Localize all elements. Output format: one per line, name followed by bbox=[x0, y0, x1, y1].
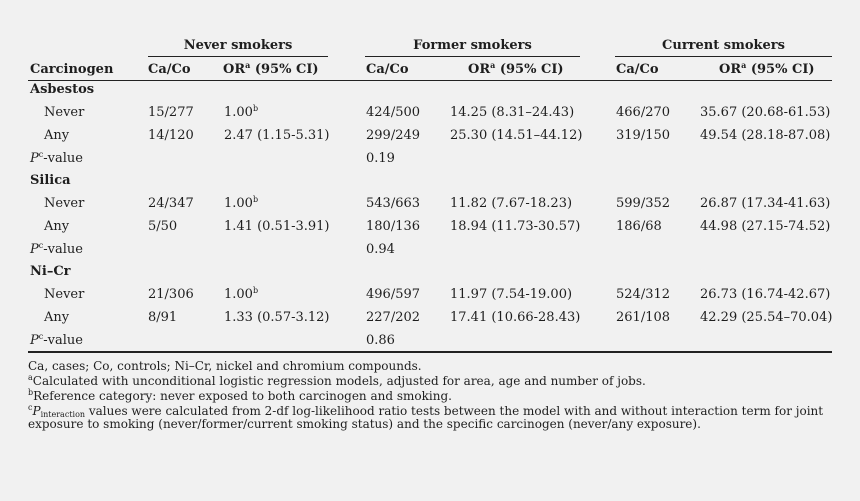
footnote-a: aCalculated with unconditional logistic … bbox=[28, 373, 646, 388]
never-or: 2.47 (1.15-5.31) bbox=[224, 128, 330, 143]
row-label: Any bbox=[44, 128, 70, 143]
former-caco: 543/663 bbox=[366, 196, 421, 211]
footnote-c-continued: exposure to smoking (never/former/curren… bbox=[28, 417, 701, 431]
col-header-or-former: ORa (95% CI) bbox=[468, 60, 564, 77]
footnote-c: cPinteraction values were calculated fro… bbox=[28, 403, 824, 419]
current-or: 26.73 (16.74-42.67) bbox=[700, 287, 831, 302]
former-or: 11.97 (7.54-19.00) bbox=[450, 287, 573, 302]
former-caco: 299/249 bbox=[366, 128, 421, 143]
never-caco: 14/120 bbox=[148, 128, 194, 143]
current-caco: 186/68 bbox=[616, 219, 662, 234]
former-caco: 424/500 bbox=[366, 105, 421, 120]
current-or: 42.29 (25.54–70.04) bbox=[700, 310, 833, 325]
former-caco: 227/202 bbox=[366, 310, 421, 325]
col-header-caco-never: Ca/Co bbox=[148, 62, 191, 77]
group-header-current: Current smokers bbox=[662, 38, 785, 53]
section-title: Silica bbox=[30, 173, 71, 188]
never-or: 1.00b bbox=[224, 104, 259, 121]
row-label: Any bbox=[44, 219, 70, 234]
never-or: 1.41 (0.51-3.91) bbox=[224, 219, 330, 234]
col-header-caco-former: Ca/Co bbox=[366, 62, 409, 77]
pvalue-label: Pc-value bbox=[30, 332, 83, 349]
section-title: Asbestos bbox=[30, 82, 95, 97]
group-underline-former bbox=[365, 56, 580, 57]
group-header-never: Never smokers bbox=[183, 38, 293, 53]
current-or: 44.98 (27.15-74.52) bbox=[700, 219, 831, 234]
never-caco: 15/277 bbox=[148, 105, 194, 120]
current-caco: 319/150 bbox=[616, 128, 671, 143]
group-underline-current bbox=[615, 56, 832, 57]
never-or: 1.33 (0.57-3.12) bbox=[224, 310, 330, 325]
former-or: 18.94 (11.73-30.57) bbox=[450, 219, 581, 234]
never-caco: 5/50 bbox=[148, 219, 178, 234]
pvalue-label: Pc-value bbox=[30, 150, 83, 167]
table-bottom-rule bbox=[28, 351, 832, 353]
pvalue: 0.86 bbox=[366, 333, 395, 348]
section-title: Ni–Cr bbox=[30, 264, 71, 279]
never-caco: 8/91 bbox=[148, 310, 178, 325]
current-caco: 524/312 bbox=[616, 287, 671, 302]
pvalue: 0.94 bbox=[366, 242, 395, 257]
former-caco: 180/136 bbox=[366, 219, 421, 234]
never-or: 1.00b bbox=[224, 286, 259, 303]
current-caco: 466/270 bbox=[616, 105, 671, 120]
former-or: 14.25 (8.31–24.43) bbox=[450, 105, 575, 120]
footnote-b: bReference category: never exposed to bo… bbox=[28, 388, 452, 403]
footnote-abbreviations: Ca, cases; Co, controls; Ni–Cr, nickel a… bbox=[28, 359, 422, 373]
col-header-caco-current: Ca/Co bbox=[616, 62, 659, 77]
former-or: 25.30 (14.51–44.12) bbox=[450, 128, 583, 143]
col-header-or-never: ORa (95% CI) bbox=[223, 60, 319, 77]
current-caco: 599/352 bbox=[616, 196, 671, 211]
col-header-or-current: ORa (95% CI) bbox=[719, 60, 815, 77]
row-label: Never bbox=[44, 105, 85, 120]
pvalue: 0.19 bbox=[366, 151, 395, 166]
never-caco: 21/306 bbox=[148, 287, 194, 302]
never-caco: 24/347 bbox=[148, 196, 194, 211]
current-caco: 261/108 bbox=[616, 310, 671, 325]
row-label: Never bbox=[44, 287, 85, 302]
current-or: 49.54 (28.18-87.08) bbox=[700, 128, 831, 143]
col-header-carcinogen: Carcinogen bbox=[30, 62, 114, 77]
header-rule bbox=[28, 80, 832, 81]
group-underline-never bbox=[148, 56, 328, 57]
row-label: Never bbox=[44, 196, 85, 211]
former-or: 17.41 (10.66-28.43) bbox=[450, 310, 581, 325]
current-or: 35.67 (20.68-61.53) bbox=[700, 105, 831, 120]
group-header-former: Former smokers bbox=[413, 38, 532, 53]
row-label: Any bbox=[44, 310, 70, 325]
former-or: 11.82 (7.67-18.23) bbox=[450, 196, 573, 211]
former-caco: 496/597 bbox=[366, 287, 421, 302]
never-or: 1.00b bbox=[224, 195, 259, 212]
pvalue-label: Pc-value bbox=[30, 241, 83, 258]
current-or: 26.87 (17.34-41.63) bbox=[700, 196, 831, 211]
